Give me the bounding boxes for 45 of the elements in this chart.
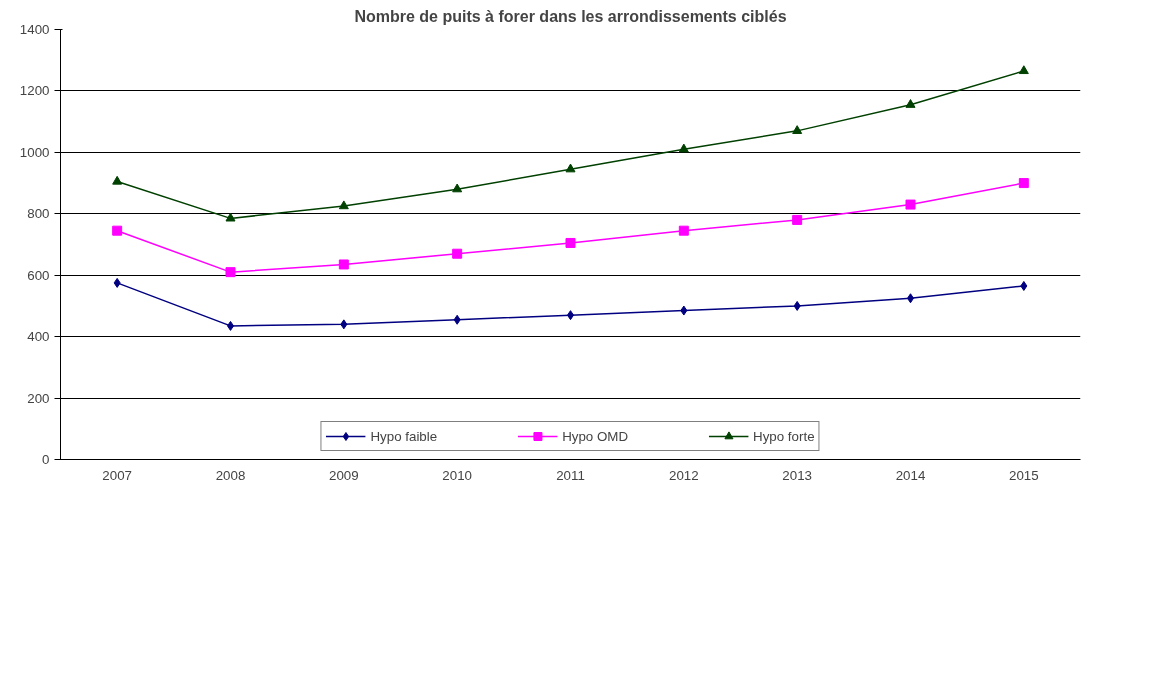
- point: [452, 183, 463, 193]
- point: [225, 212, 236, 222]
- x-tick-label: 2013: [782, 467, 812, 483]
- point: [1018, 65, 1029, 75]
- point: [112, 225, 123, 236]
- y-tick-label: 0: [42, 452, 50, 467]
- point: [338, 259, 349, 270]
- y-tick-label: 1000: [19, 144, 50, 160]
- x-tick-label: 2008: [215, 467, 246, 483]
- point: [678, 143, 689, 153]
- point: [565, 163, 576, 173]
- point: [453, 314, 461, 325]
- y-tick-label: 200: [27, 390, 50, 406]
- x-tick-label: 2010: [442, 467, 472, 483]
- point: [905, 199, 916, 210]
- point: [1018, 178, 1029, 189]
- point: [340, 319, 348, 330]
- point: [113, 277, 121, 288]
- x-tick-label: 2007: [102, 467, 132, 483]
- y-tick-label: 800: [27, 206, 50, 222]
- chart-title: Nombre de puits à forer dans les arrondissements ciblés: [354, 7, 787, 25]
- point: [565, 237, 576, 248]
- y-tick-label: 600: [27, 267, 50, 283]
- x-tick-label: 2015: [1009, 467, 1039, 483]
- point: [680, 305, 688, 316]
- x-tick-label: 2014: [895, 467, 926, 483]
- point: [793, 300, 801, 311]
- x-tick-label: 2009: [329, 467, 359, 483]
- point: [112, 175, 123, 185]
- y-tick-label: 1400: [19, 22, 50, 37]
- point: [452, 248, 463, 259]
- point: [792, 214, 803, 225]
- x-tick-label: 2011: [556, 467, 585, 483]
- legend-label: Hypo forte: [753, 428, 815, 444]
- point: [678, 225, 689, 236]
- legend-label: Hypo OMD: [562, 428, 629, 444]
- point: [792, 125, 803, 134]
- point: [905, 99, 916, 108]
- point: [225, 267, 236, 278]
- y-tick-label: 1200: [19, 83, 50, 99]
- y-tick-label: 400: [27, 329, 50, 345]
- point: [338, 200, 349, 210]
- x-tick-label: 2012: [669, 467, 699, 483]
- legend-label: Hypo faible: [370, 428, 438, 444]
- point: [1020, 280, 1028, 291]
